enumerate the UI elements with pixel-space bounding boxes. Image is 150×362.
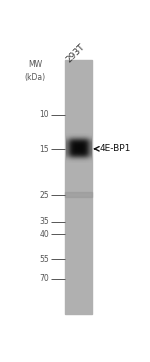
Text: 55: 55 (39, 255, 49, 264)
Text: (kDa): (kDa) (24, 73, 46, 82)
Text: 25: 25 (39, 191, 49, 200)
Text: 293T: 293T (64, 42, 87, 64)
Text: 15: 15 (39, 145, 49, 154)
Bar (65, 192, 92, 197)
Bar (65, 60, 92, 314)
Text: MW: MW (28, 59, 42, 68)
Text: 35: 35 (39, 217, 49, 226)
Text: 4E-BP1: 4E-BP1 (100, 144, 131, 153)
Text: 70: 70 (39, 274, 49, 283)
Text: 10: 10 (39, 110, 49, 119)
Text: 40: 40 (39, 230, 49, 239)
